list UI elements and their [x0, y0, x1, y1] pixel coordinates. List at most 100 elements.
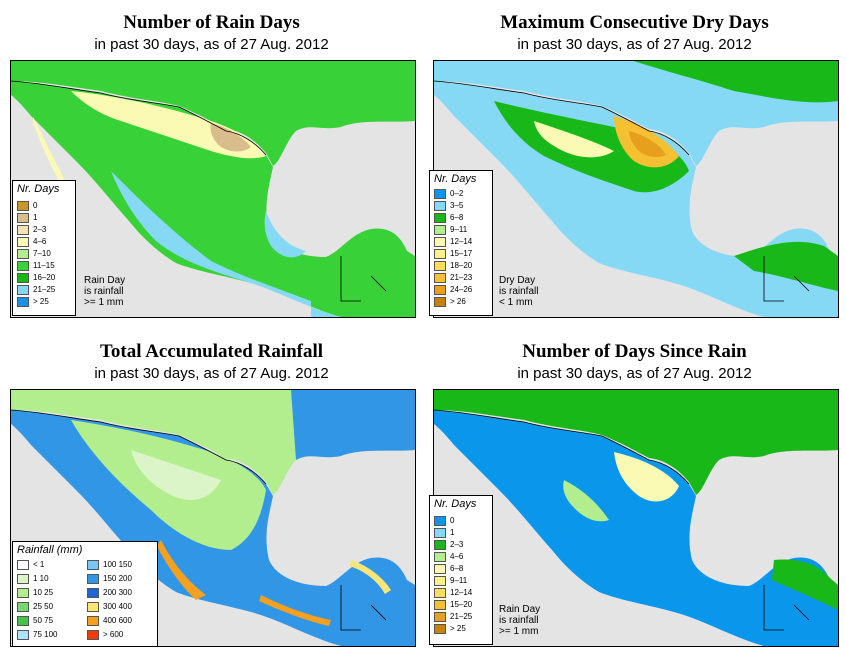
- yucatan-zone: [772, 559, 838, 610]
- panel-rain-days: Number of Rain Days in past 30 days, as …: [0, 0, 423, 329]
- legend-label: 9–11: [450, 225, 468, 234]
- legend-label: 1 10: [33, 574, 49, 583]
- legend-label: 7–10: [33, 249, 51, 258]
- map-max-dry-days: [433, 60, 839, 318]
- legend-label: 400 600: [103, 616, 132, 625]
- green-zone: [634, 61, 838, 103]
- legend-title: Nr. Days: [434, 173, 477, 185]
- legend-label: 10 25: [33, 588, 54, 597]
- very-dry-zone: [131, 450, 221, 500]
- legend-label: 75 100: [33, 630, 58, 639]
- legend-swatch: [434, 213, 446, 223]
- legend-title: Nr. Days: [434, 498, 477, 510]
- legend-title: Nr. Days: [17, 183, 60, 195]
- legend-swatch: [17, 616, 29, 626]
- wet-zone: [291, 390, 415, 460]
- legend-swatch: [17, 297, 29, 307]
- legend-label: 2–3: [33, 225, 47, 234]
- legend-label: 6–8: [450, 213, 464, 222]
- legend-swatch: [17, 574, 29, 584]
- legend-swatch: [434, 564, 446, 574]
- legend-swatch: [434, 552, 446, 562]
- note-line: is rainfall: [499, 286, 539, 297]
- legend: Nr. Days 0 1 2–3 4–6 6–8 9–11 12–14 15–20 21–25 >…: [429, 495, 493, 645]
- legend-note: Rain Day is rainfall >= 1 mm: [499, 604, 540, 637]
- legend-label: 25 50: [33, 602, 54, 611]
- legend-label: 4–6: [33, 237, 47, 246]
- legend-swatch: [17, 249, 29, 259]
- legend-swatch: [434, 600, 446, 610]
- legend-swatch: [434, 516, 446, 526]
- map-rain-days: [10, 60, 416, 318]
- hot-zone: [157, 540, 206, 600]
- legend-swatch: [434, 201, 446, 211]
- map-canvas: [434, 61, 838, 317]
- land-usa: [11, 61, 415, 166]
- legend-swatch: [434, 540, 446, 550]
- legend-swatch: [434, 249, 446, 259]
- note-line: Rain Day: [84, 275, 126, 286]
- legend: Rainfall (mm) < 1 1 10 10 25 25 50 50 75 75 1…: [12, 541, 158, 647]
- map-canvas: [434, 390, 838, 646]
- panel-subtitle: in past 30 days, as of 27 Aug. 2012: [517, 36, 752, 53]
- map-canvas: [11, 390, 415, 646]
- legend-swatch: [87, 588, 99, 598]
- legend-swatch: [87, 602, 99, 612]
- hot-zone-3: [349, 560, 391, 594]
- legend-swatch: [434, 528, 446, 538]
- legend-label: 0–2: [450, 189, 464, 198]
- legend-swatch: [434, 612, 446, 622]
- legend-swatch: [87, 574, 99, 584]
- legend-label: > 26: [450, 297, 466, 306]
- legend-label: 1: [450, 528, 455, 537]
- legend-swatch: [17, 261, 29, 271]
- legend-label: 150 200: [103, 574, 132, 583]
- legend-swatch: [17, 602, 29, 612]
- mid-zone: [563, 480, 609, 522]
- panel-total-rainfall: Total Accumulated Rainfall in past 30 da…: [0, 329, 423, 658]
- legend-label: 1: [33, 213, 38, 222]
- legend-label: 21–25: [450, 612, 473, 621]
- legend-label: 200 300: [103, 588, 132, 597]
- panel-title: Number of Days Since Rain: [522, 341, 747, 362]
- legend-label: 4–6: [450, 552, 464, 561]
- legend-label: 100 150: [103, 560, 132, 569]
- map-canvas: [11, 61, 415, 317]
- legend-swatch: [434, 237, 446, 247]
- note-line: Rain Day: [499, 604, 541, 615]
- hot-zone-2: [259, 595, 331, 626]
- legend-label: 3–5: [450, 201, 464, 210]
- legend-label: 15–17: [450, 249, 473, 258]
- map-days-since-rain: [433, 389, 839, 647]
- panel-max-dry-days: Maximum Consecutive Dry Days in past 30 …: [423, 0, 846, 329]
- legend-swatch: [434, 273, 446, 283]
- legend: Nr. Days 0 1 2–3 4–6 7–10 11–15 16–20 21–25 > 25: [12, 180, 76, 316]
- note-line: >= 1 mm: [499, 626, 539, 637]
- green-zone: [734, 390, 838, 445]
- legend-swatch: [17, 225, 29, 235]
- land-mexico: [11, 81, 415, 317]
- legend-label: 21–23: [450, 273, 473, 282]
- legend-label: 300 400: [103, 602, 132, 611]
- land-baja: [33, 117, 71, 197]
- legend-label: 24–26: [450, 285, 473, 294]
- panel-subtitle: in past 30 days, as of 27 Aug. 2012: [94, 36, 329, 53]
- legend: Nr. Days 0–2 3–5 6–8 9–11 12–14 15–17 18–20 21–…: [429, 170, 493, 316]
- legend-swatch: [17, 588, 29, 598]
- note-line: < 1 mm: [499, 297, 533, 308]
- note-line: >= 1 mm: [84, 297, 124, 308]
- note-line: is rainfall: [84, 286, 124, 297]
- legend-label: 12–14: [450, 237, 473, 246]
- dry-zone: [614, 452, 679, 502]
- legend-swatch: [434, 576, 446, 586]
- legend-label: 11–15: [33, 261, 55, 270]
- legend-label: 9–11: [450, 576, 468, 585]
- panel-subtitle: in past 30 days, as of 27 Aug. 2012: [94, 365, 329, 382]
- land-mexico: [434, 410, 838, 646]
- legend-note: Dry Day is rainfall < 1 mm: [499, 275, 538, 308]
- legend-title: Rainfall (mm): [17, 544, 83, 556]
- legend-label: 21–25: [33, 285, 56, 294]
- legend-label: 0: [33, 201, 38, 210]
- legend-swatch: [17, 273, 29, 283]
- panel-subtitle: in past 30 days, as of 27 Aug. 2012: [517, 365, 752, 382]
